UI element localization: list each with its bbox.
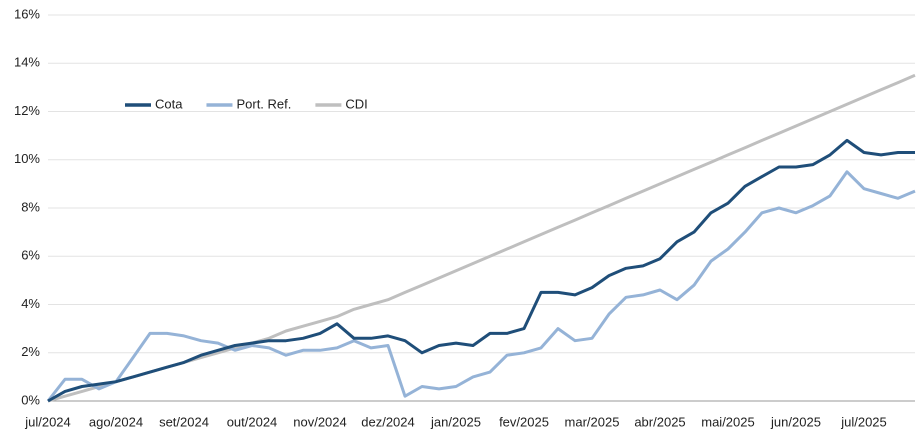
y-tick-label: 2% [21, 344, 40, 359]
legend-label: CDI [345, 96, 367, 111]
y-tick-label: 0% [21, 392, 40, 407]
x-tick-label: fev/2025 [499, 414, 549, 429]
x-tick-label: jan/2025 [430, 414, 481, 429]
y-tick-label: 12% [14, 103, 40, 118]
x-tick-label: dez/2024 [361, 414, 415, 429]
x-tick-label: abr/2025 [634, 414, 685, 429]
legend-label: Cota [155, 96, 183, 111]
y-tick-label: 4% [21, 296, 40, 311]
x-tick-label: jul/2024 [24, 414, 71, 429]
series-line [46, 170, 916, 402]
y-tick-label: 8% [21, 199, 40, 214]
x-tick-label: mar/2025 [565, 414, 620, 429]
x-tick-label: jul/2025 [840, 414, 887, 429]
x-tick-label: ago/2024 [89, 414, 143, 429]
y-tick-label: 6% [21, 248, 40, 263]
y-tick-label: 10% [14, 151, 40, 166]
legend-label: Port. Ref. [236, 96, 291, 111]
y-tick-label: 14% [14, 55, 40, 70]
x-tick-label: out/2024 [227, 414, 278, 429]
y-tick-label: 16% [14, 6, 40, 21]
series-line [47, 138, 915, 403]
x-tick-label: mai/2025 [701, 414, 754, 429]
series-line [47, 73, 916, 403]
x-tick-label: nov/2024 [293, 414, 347, 429]
x-tick-label: set/2024 [159, 414, 209, 429]
x-tick-label: jun/2025 [770, 414, 821, 429]
